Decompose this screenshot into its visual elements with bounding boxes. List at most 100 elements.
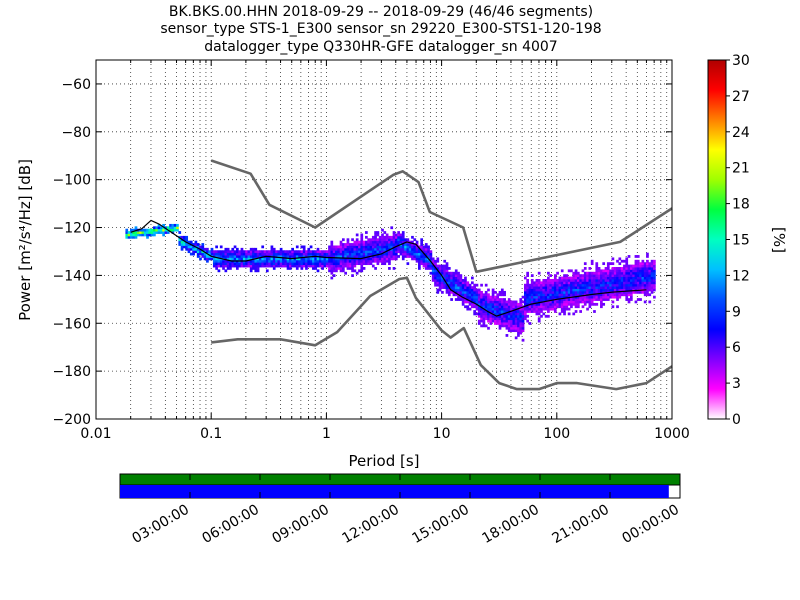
heatmap-cell xyxy=(558,278,562,282)
heatmap-cell xyxy=(572,278,576,282)
heatmap-cell xyxy=(528,295,532,299)
heatmap-cell xyxy=(360,267,364,270)
heatmap-cell xyxy=(413,245,417,249)
heatmap-cell xyxy=(537,305,541,309)
heatmap-cell xyxy=(537,310,541,313)
heatmap-cell xyxy=(381,228,384,232)
heatmap-cell xyxy=(305,267,308,270)
heatmap-cell xyxy=(475,290,479,294)
heatmap-cell xyxy=(424,252,428,256)
heatmap-cell xyxy=(468,307,472,311)
heatmap-cell xyxy=(616,293,619,297)
heatmap-cell xyxy=(415,240,419,244)
heatmap-cell xyxy=(461,281,465,285)
heatmap-cell xyxy=(284,255,288,258)
heatmap-cell xyxy=(581,300,585,304)
heatmap-cell xyxy=(293,255,297,258)
heatmap-cell xyxy=(618,269,622,273)
heatmap-cell xyxy=(526,319,530,323)
heatmap-cell xyxy=(581,293,585,297)
heatmap-cell xyxy=(602,293,606,297)
heatmap-cell xyxy=(339,245,343,249)
heatmap-cell xyxy=(367,259,371,263)
heatmap-cell xyxy=(272,264,276,268)
heatmap-cell xyxy=(201,245,205,249)
heatmap-cell xyxy=(623,288,626,292)
heatmap-cell xyxy=(496,305,500,309)
heatmap-cell xyxy=(208,252,212,256)
heatmap-cell xyxy=(491,300,495,304)
heatmap-cell xyxy=(471,281,474,285)
heatmap-cell xyxy=(586,295,589,299)
heatmap-cell xyxy=(259,262,262,266)
heatmap-cell xyxy=(136,231,140,234)
heatmap-cell xyxy=(632,281,635,285)
heatmap-cell xyxy=(305,264,308,268)
heatmap-cell xyxy=(224,252,228,256)
heatmap-cell xyxy=(574,288,578,292)
heatmap-cell xyxy=(353,243,357,246)
heatmap-cell xyxy=(588,295,592,299)
heatmap-cell xyxy=(581,283,585,287)
heatmap-cell xyxy=(226,257,230,261)
heatmap-cell xyxy=(565,281,569,285)
heatmap-cell xyxy=(517,329,520,333)
heatmap-cell xyxy=(229,257,232,261)
heatmap-cell xyxy=(593,288,596,292)
heatmap-cell xyxy=(500,317,504,321)
heatmap-cell xyxy=(503,317,506,321)
heatmap-cell xyxy=(553,295,557,299)
heatmap-cell xyxy=(609,278,612,282)
heatmap-cell xyxy=(507,298,511,301)
heatmap-cell xyxy=(369,240,373,244)
heatmap-cell xyxy=(420,240,424,244)
heatmap-cell xyxy=(385,235,389,239)
heatmap-cell xyxy=(321,257,324,261)
heatmap-cell xyxy=(590,276,594,280)
heatmap-cell xyxy=(507,329,511,333)
heatmap-cell xyxy=(560,288,564,292)
heatmap-cell xyxy=(215,264,218,268)
heatmap-cell xyxy=(457,283,460,287)
heatmap-cell xyxy=(459,293,463,297)
heatmap-cell xyxy=(560,269,564,273)
heatmap-cell xyxy=(332,269,336,273)
heatmap-cell xyxy=(231,252,235,256)
heatmap-cell xyxy=(627,293,631,297)
heatmap-cell xyxy=(454,290,458,294)
heatmap-cell xyxy=(365,262,368,266)
heatmap-cell xyxy=(586,276,589,280)
heatmap-cell xyxy=(447,290,451,294)
heatmap-cell xyxy=(574,281,578,285)
heatmap-cell xyxy=(176,223,179,227)
heatmap-cell xyxy=(505,300,509,304)
heatmap-cell xyxy=(526,293,530,297)
colorbar-tick-label: 9 xyxy=(732,304,741,320)
heatmap-cell xyxy=(332,250,336,254)
heatmap-cell xyxy=(558,286,562,289)
heatmap-cell xyxy=(229,267,232,270)
heatmap-cell xyxy=(549,298,553,301)
heatmap-cell xyxy=(235,250,239,254)
heatmap-cell xyxy=(572,300,576,304)
colorbar-tick-label: 18 xyxy=(732,197,750,213)
heatmap-cell xyxy=(247,250,251,254)
heatmap-cell xyxy=(459,276,463,280)
heatmap-cell xyxy=(523,298,527,301)
heatmap-cell xyxy=(288,267,292,270)
heatmap-cell xyxy=(620,293,624,297)
heatmap-cell xyxy=(365,252,368,256)
heatmap-cell xyxy=(233,255,237,258)
heatmap-cell xyxy=(365,259,368,263)
heatmap-cell xyxy=(459,290,463,294)
heatmap-cell xyxy=(650,264,654,268)
heatmap-cell xyxy=(346,250,350,254)
heatmap-cell xyxy=(316,262,320,266)
heatmap-cell xyxy=(270,259,274,263)
heatmap-cell xyxy=(471,293,474,297)
heatmap-cell xyxy=(570,305,573,309)
heatmap-cell xyxy=(436,271,440,275)
heatmap-cell xyxy=(636,271,640,275)
heatmap-cell xyxy=(535,302,539,306)
heatmap-cell xyxy=(616,286,619,289)
